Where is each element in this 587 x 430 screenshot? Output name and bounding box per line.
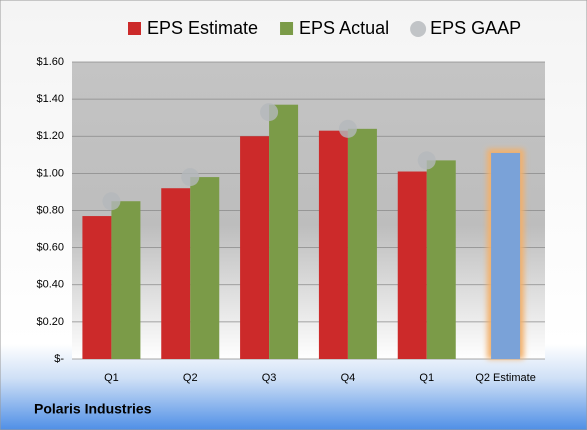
y-tick-label: $0.40: [36, 279, 64, 291]
bar: [426, 160, 456, 359]
legend-label: EPS Actual: [299, 18, 389, 38]
y-tick-label: $-: [54, 353, 64, 365]
legend-marker: [280, 22, 294, 35]
x-tick-label: Q4: [341, 372, 356, 384]
point: [181, 168, 200, 187]
x-tick-label: Q1: [104, 372, 119, 384]
bar: [82, 216, 112, 359]
bar: [347, 128, 377, 359]
x-tick-label: Q3: [262, 372, 277, 384]
point: [338, 119, 357, 138]
bar: [240, 136, 270, 359]
y-tick-label: $1.00: [36, 167, 64, 179]
bar: [397, 171, 427, 359]
legend-marker: [128, 22, 141, 35]
y-tick-label: $0.20: [36, 316, 64, 328]
bar: [318, 130, 348, 359]
bar: [111, 201, 141, 359]
y-tick-label: $0.60: [36, 242, 64, 254]
y-tick-label: $1.40: [36, 93, 64, 105]
x-tick-label: Q2 Estimate: [475, 372, 536, 384]
legend-label: EPS Estimate: [147, 18, 258, 38]
bar: [269, 104, 299, 359]
y-tick-label: $1.60: [36, 56, 64, 68]
bar: [491, 152, 521, 359]
point: [260, 103, 279, 122]
bar: [190, 177, 220, 359]
y-tick-label: $1.20: [36, 130, 64, 142]
legend-marker: [410, 21, 427, 37]
x-tick-label: Q1: [419, 372, 434, 384]
x-tick-label: Q2: [183, 372, 198, 384]
legend-label: EPS GAAP: [430, 18, 521, 38]
point: [102, 192, 121, 211]
footnote: Polaris Industries: [34, 401, 152, 417]
y-tick-label: $0.80: [36, 204, 64, 216]
bar: [161, 188, 191, 359]
point: [417, 151, 436, 170]
